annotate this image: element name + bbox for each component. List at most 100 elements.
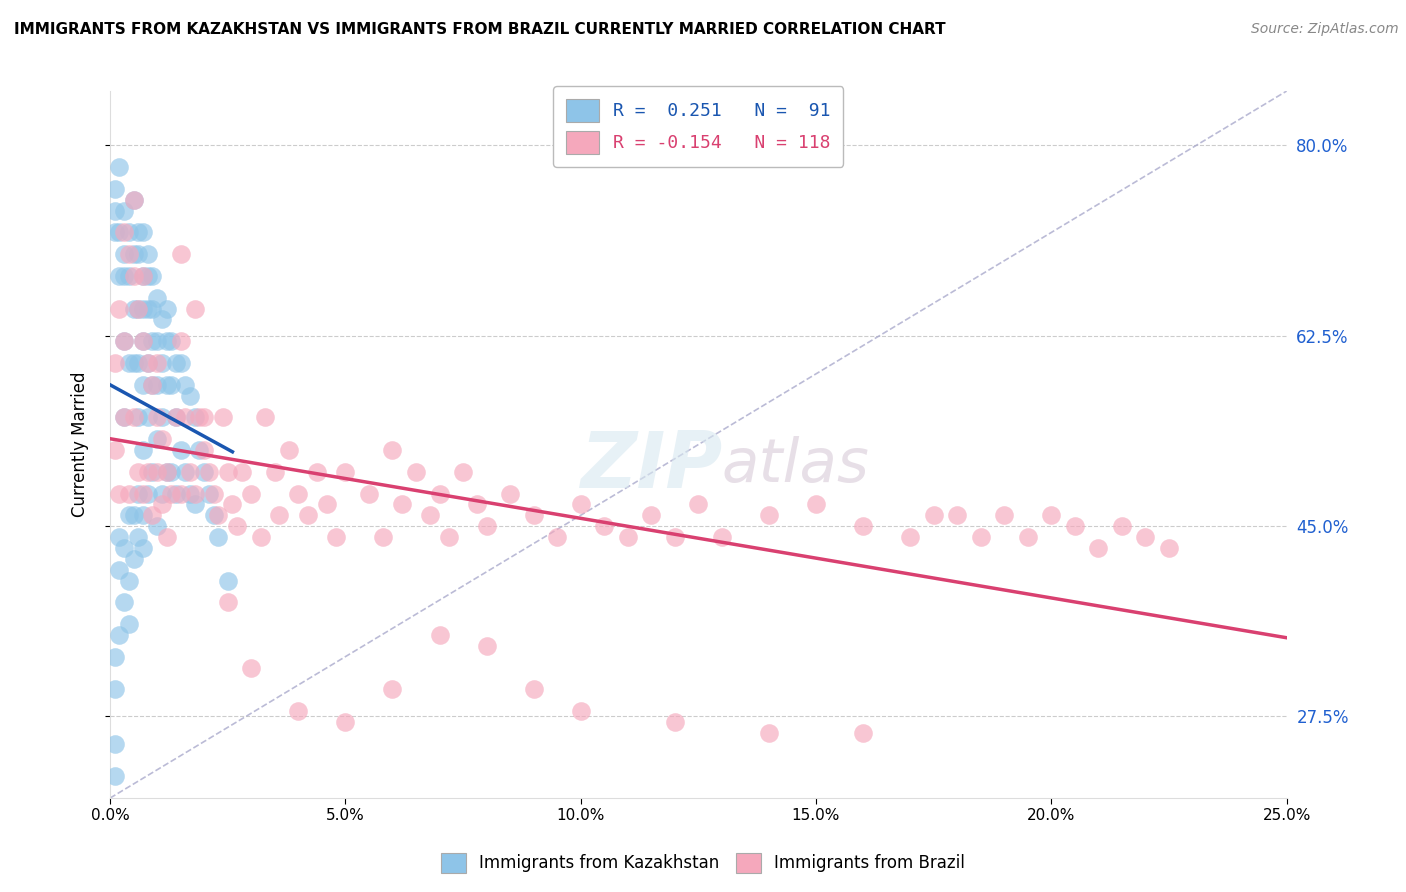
Point bbox=[146, 291, 169, 305]
Point bbox=[118, 574, 141, 588]
Point bbox=[217, 465, 239, 479]
Point bbox=[160, 334, 183, 349]
Point bbox=[1111, 519, 1133, 533]
Point bbox=[169, 486, 191, 500]
Point bbox=[104, 182, 127, 196]
Point bbox=[429, 486, 451, 500]
Point bbox=[108, 160, 131, 174]
Point bbox=[202, 486, 225, 500]
Point bbox=[146, 377, 169, 392]
Point bbox=[1135, 530, 1157, 544]
Point bbox=[169, 356, 191, 370]
Point bbox=[146, 432, 169, 446]
Point bbox=[118, 247, 141, 261]
Point bbox=[160, 465, 183, 479]
Point bbox=[357, 486, 380, 500]
Point bbox=[112, 334, 135, 349]
Point bbox=[136, 356, 159, 370]
Point bbox=[240, 660, 263, 674]
Point bbox=[569, 497, 592, 511]
Point bbox=[381, 682, 404, 697]
Point bbox=[207, 508, 229, 523]
Point bbox=[852, 519, 875, 533]
Point bbox=[202, 508, 225, 523]
Point bbox=[640, 508, 662, 523]
Point bbox=[758, 508, 780, 523]
Point bbox=[146, 465, 169, 479]
Point bbox=[132, 334, 155, 349]
Point bbox=[217, 574, 239, 588]
Point bbox=[104, 442, 127, 457]
Point bbox=[141, 334, 163, 349]
Point bbox=[150, 486, 173, 500]
Point bbox=[127, 486, 149, 500]
Point bbox=[297, 508, 319, 523]
Point bbox=[141, 268, 163, 283]
Point bbox=[217, 595, 239, 609]
Point bbox=[593, 519, 616, 533]
Point bbox=[112, 410, 135, 425]
Point bbox=[1063, 519, 1085, 533]
Point bbox=[155, 334, 177, 349]
Point bbox=[569, 704, 592, 718]
Point bbox=[664, 714, 686, 729]
Point bbox=[179, 486, 201, 500]
Point bbox=[475, 519, 498, 533]
Point bbox=[315, 497, 337, 511]
Point bbox=[146, 410, 169, 425]
Point bbox=[174, 377, 197, 392]
Point bbox=[169, 334, 191, 349]
Point bbox=[616, 530, 638, 544]
Point bbox=[150, 410, 173, 425]
Point bbox=[391, 497, 413, 511]
Point bbox=[169, 442, 191, 457]
Point bbox=[688, 497, 710, 511]
Point bbox=[112, 268, 135, 283]
Point bbox=[335, 465, 357, 479]
Point bbox=[127, 301, 149, 316]
Point bbox=[269, 508, 291, 523]
Point bbox=[546, 530, 568, 544]
Point bbox=[132, 226, 155, 240]
Point bbox=[122, 247, 145, 261]
Point bbox=[146, 356, 169, 370]
Point bbox=[307, 465, 329, 479]
Point bbox=[188, 442, 211, 457]
Point bbox=[429, 628, 451, 642]
Point bbox=[136, 465, 159, 479]
Point bbox=[132, 301, 155, 316]
Text: atlas: atlas bbox=[721, 436, 870, 495]
Point bbox=[132, 268, 155, 283]
Point bbox=[108, 628, 131, 642]
Point bbox=[1157, 541, 1180, 555]
Point bbox=[165, 410, 187, 425]
Point bbox=[136, 268, 159, 283]
Point bbox=[155, 465, 177, 479]
Point bbox=[475, 639, 498, 653]
Point bbox=[898, 530, 921, 544]
Point bbox=[104, 769, 127, 783]
Point bbox=[122, 193, 145, 207]
Point bbox=[118, 226, 141, 240]
Point bbox=[108, 301, 131, 316]
Point bbox=[112, 247, 135, 261]
Point bbox=[108, 530, 131, 544]
Point bbox=[136, 247, 159, 261]
Point bbox=[193, 410, 215, 425]
Point bbox=[1087, 541, 1109, 555]
Point bbox=[852, 726, 875, 740]
Point bbox=[122, 410, 145, 425]
Point bbox=[146, 334, 169, 349]
Point bbox=[108, 226, 131, 240]
Point bbox=[193, 465, 215, 479]
Point bbox=[150, 356, 173, 370]
Point bbox=[184, 497, 207, 511]
Point bbox=[184, 301, 207, 316]
Point bbox=[263, 465, 285, 479]
Point bbox=[112, 226, 135, 240]
Text: ZIP: ZIP bbox=[579, 428, 721, 504]
Point bbox=[970, 530, 993, 544]
Point bbox=[371, 530, 394, 544]
Point bbox=[141, 377, 163, 392]
Point bbox=[226, 519, 249, 533]
